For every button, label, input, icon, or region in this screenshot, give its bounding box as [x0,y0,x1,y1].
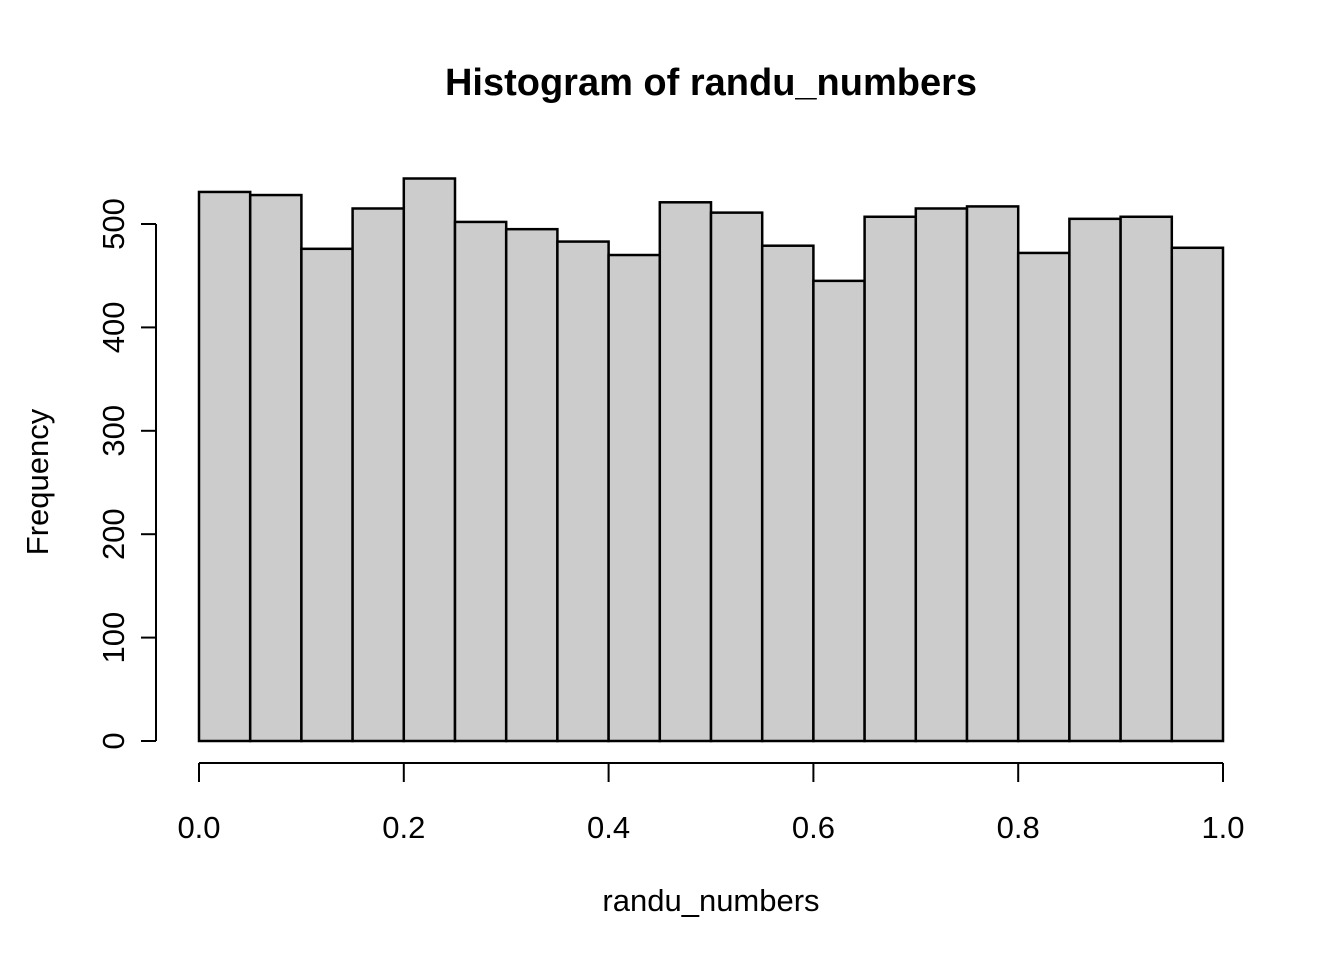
y-tick-label: 400 [96,302,131,354]
histogram-bar [914,207,969,743]
histogram-bar [965,205,1020,743]
histogram-bar [504,227,559,743]
x-axis: 0.0 0.2 0.4 0.6 0.8 1.0 [177,762,1245,845]
y-tick-label: 300 [96,405,131,457]
x-tick-label: 0.4 [587,810,630,845]
histogram-bar [197,190,252,743]
histogram-bar [812,279,866,743]
histogram-bar [300,247,354,743]
x-tick-label: 0.2 [382,810,425,845]
histogram-bar [863,215,918,743]
histogram-bar [248,193,303,743]
bars-group [197,177,1225,743]
histogram-bar [1068,217,1122,743]
histogram-bar [760,244,815,743]
y-tick-label: 200 [96,508,131,560]
histogram-bar [556,240,610,743]
x-axis-label: randu_numbers [602,883,819,918]
x-tick-label: 1.0 [1201,810,1244,845]
histogram-bar [658,201,713,743]
x-tick-label: 0.0 [177,810,220,845]
y-axis-label: Frequency [20,408,55,555]
chart-title: Histogram of randu_numbers [445,62,977,104]
histogram-bar [709,211,764,743]
histogram-bar [1170,246,1225,743]
x-tick-label: 0.6 [792,810,835,845]
histogram-bar [402,177,457,743]
histogram-bar [453,220,508,743]
y-tick-label: 100 [96,612,131,664]
y-tick-label: 500 [96,198,131,250]
y-tick-label: 0 [96,732,131,749]
histogram-bar [1016,251,1071,743]
x-tick-label: 0.8 [997,810,1040,845]
histogram-bar [607,253,662,743]
y-axis: 0 100 200 300 400 500 [96,198,157,750]
histogram-bar [1119,215,1174,743]
histogram-bar [351,207,406,743]
